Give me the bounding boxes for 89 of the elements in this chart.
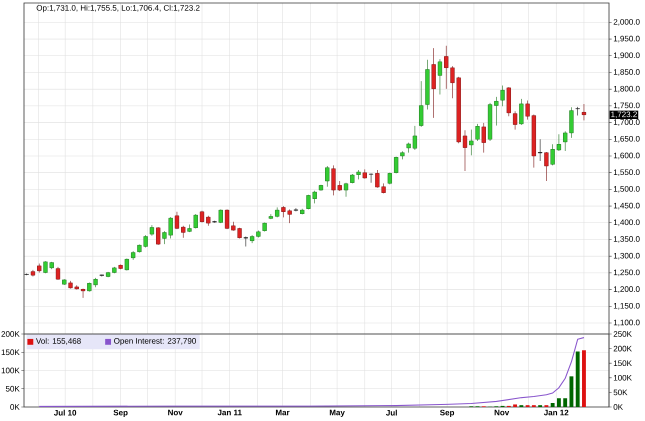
candlestick bbox=[512, 110, 518, 130]
legend-label: Open Interest: 237,790 bbox=[114, 338, 196, 346]
y-tick-label: 1,450.0 bbox=[614, 202, 640, 210]
bar bbox=[582, 350, 586, 407]
candlestick bbox=[281, 206, 286, 218]
candlestick bbox=[287, 209, 292, 224]
candlestick bbox=[181, 225, 186, 238]
y-tick-label: 1,600.0 bbox=[614, 152, 640, 160]
y-tick-label: 50K bbox=[6, 386, 20, 392]
y-tick-label: 1,700.0 bbox=[614, 119, 640, 126]
x-tick-label: Jan 11 bbox=[218, 410, 242, 416]
legend-label: Vol: 155,468 bbox=[36, 338, 81, 345]
y-tick-label: 1,850.0 bbox=[614, 69, 640, 76]
candlestick bbox=[80, 288, 86, 298]
y-tick-label: 1,200.0 bbox=[614, 286, 640, 293]
y-tick-label: 1,800.0 bbox=[614, 86, 640, 92]
candlestick bbox=[582, 104, 586, 121]
bar bbox=[513, 404, 518, 407]
x-tick-label: Jul bbox=[386, 410, 397, 416]
bar bbox=[576, 352, 580, 407]
candlestick bbox=[312, 190, 317, 204]
candlestick bbox=[325, 166, 330, 188]
candlestick bbox=[538, 138, 542, 162]
candlestick bbox=[156, 226, 160, 246]
candlestick bbox=[418, 80, 424, 128]
candlestick bbox=[519, 98, 524, 126]
candlestick bbox=[388, 172, 392, 185]
y-tick-label: 1,950.0 bbox=[614, 36, 640, 42]
candlestick bbox=[482, 122, 486, 153]
bar bbox=[556, 398, 561, 407]
y-tick-label: 1,900.0 bbox=[614, 52, 640, 60]
x-tick-label: Mar bbox=[276, 410, 290, 416]
x-tick-label: Nov bbox=[494, 410, 510, 416]
candlestick bbox=[162, 230, 167, 244]
candlestick bbox=[500, 85, 505, 107]
candlestick bbox=[475, 124, 480, 142]
x-tick-label: May bbox=[330, 410, 345, 417]
candlestick bbox=[43, 260, 48, 274]
annotation: Op:1,731.0, Hi:1,755.5, Lo:1,706.4, Cl:1,723.2 bbox=[36, 4, 200, 12]
candlestick bbox=[381, 183, 386, 194]
y-tick-label: 1,150.0 bbox=[614, 302, 640, 310]
y-tick-label: 2,000.0 bbox=[614, 19, 640, 26]
candlestick bbox=[174, 211, 180, 230]
x-tick-label: Jul 10 bbox=[54, 410, 76, 416]
candlestick bbox=[350, 174, 354, 184]
x-tick-label: Sep bbox=[114, 410, 128, 417]
bar bbox=[569, 376, 574, 407]
candlestick bbox=[344, 182, 348, 198]
y-tick-label: 1,100.0 bbox=[614, 320, 640, 326]
candlestick bbox=[262, 222, 267, 232]
y-tick-label: 1,750.0 bbox=[614, 102, 640, 110]
candlestick bbox=[194, 214, 198, 229]
candlestick bbox=[274, 207, 280, 218]
y-tick-label: 1,400.0 bbox=[614, 219, 640, 226]
y-tick-label: 150K bbox=[2, 349, 20, 356]
y-tick-label: 1,350.0 bbox=[614, 236, 640, 243]
candlestick bbox=[143, 234, 148, 248]
candlestick bbox=[306, 194, 311, 210]
candlestick bbox=[244, 236, 248, 247]
text: 1,723.2 bbox=[611, 112, 637, 118]
candlestick bbox=[124, 258, 130, 271]
candlestick bbox=[168, 216, 173, 239]
y-tick-label: 0K bbox=[10, 404, 20, 410]
y-tick-label: 100K bbox=[2, 368, 20, 374]
y-tick-label: 200K bbox=[1, 331, 20, 337]
y-tick-label: 1,250.0 bbox=[614, 270, 640, 276]
x-tick-label: Nov bbox=[168, 410, 183, 416]
y-tick-label: 1,500.0 bbox=[614, 186, 640, 193]
x-tick-label: Sep bbox=[440, 410, 454, 417]
candlestick bbox=[544, 152, 549, 182]
candlestick bbox=[394, 156, 398, 174]
candlestick bbox=[93, 278, 98, 288]
y-tick-label: 1,650.0 bbox=[614, 136, 640, 143]
candlestick bbox=[375, 170, 380, 188]
y2-tick-label: 250K bbox=[614, 331, 632, 337]
bar bbox=[563, 398, 568, 407]
y-tick-label: 1,300.0 bbox=[614, 252, 640, 260]
candlestick bbox=[218, 209, 223, 224]
candlestick bbox=[469, 129, 474, 156]
candlestick bbox=[356, 170, 361, 180]
candlestick bbox=[87, 282, 92, 292]
candlestick bbox=[56, 266, 60, 280]
candlestick bbox=[37, 263, 42, 273]
x-tick-label: Jan 12 bbox=[544, 410, 568, 416]
candlestick bbox=[294, 208, 298, 212]
bar bbox=[550, 402, 555, 407]
candlestick bbox=[438, 58, 442, 95]
candlestick bbox=[150, 224, 154, 236]
y-tick-label: 1,550.0 bbox=[614, 169, 640, 176]
